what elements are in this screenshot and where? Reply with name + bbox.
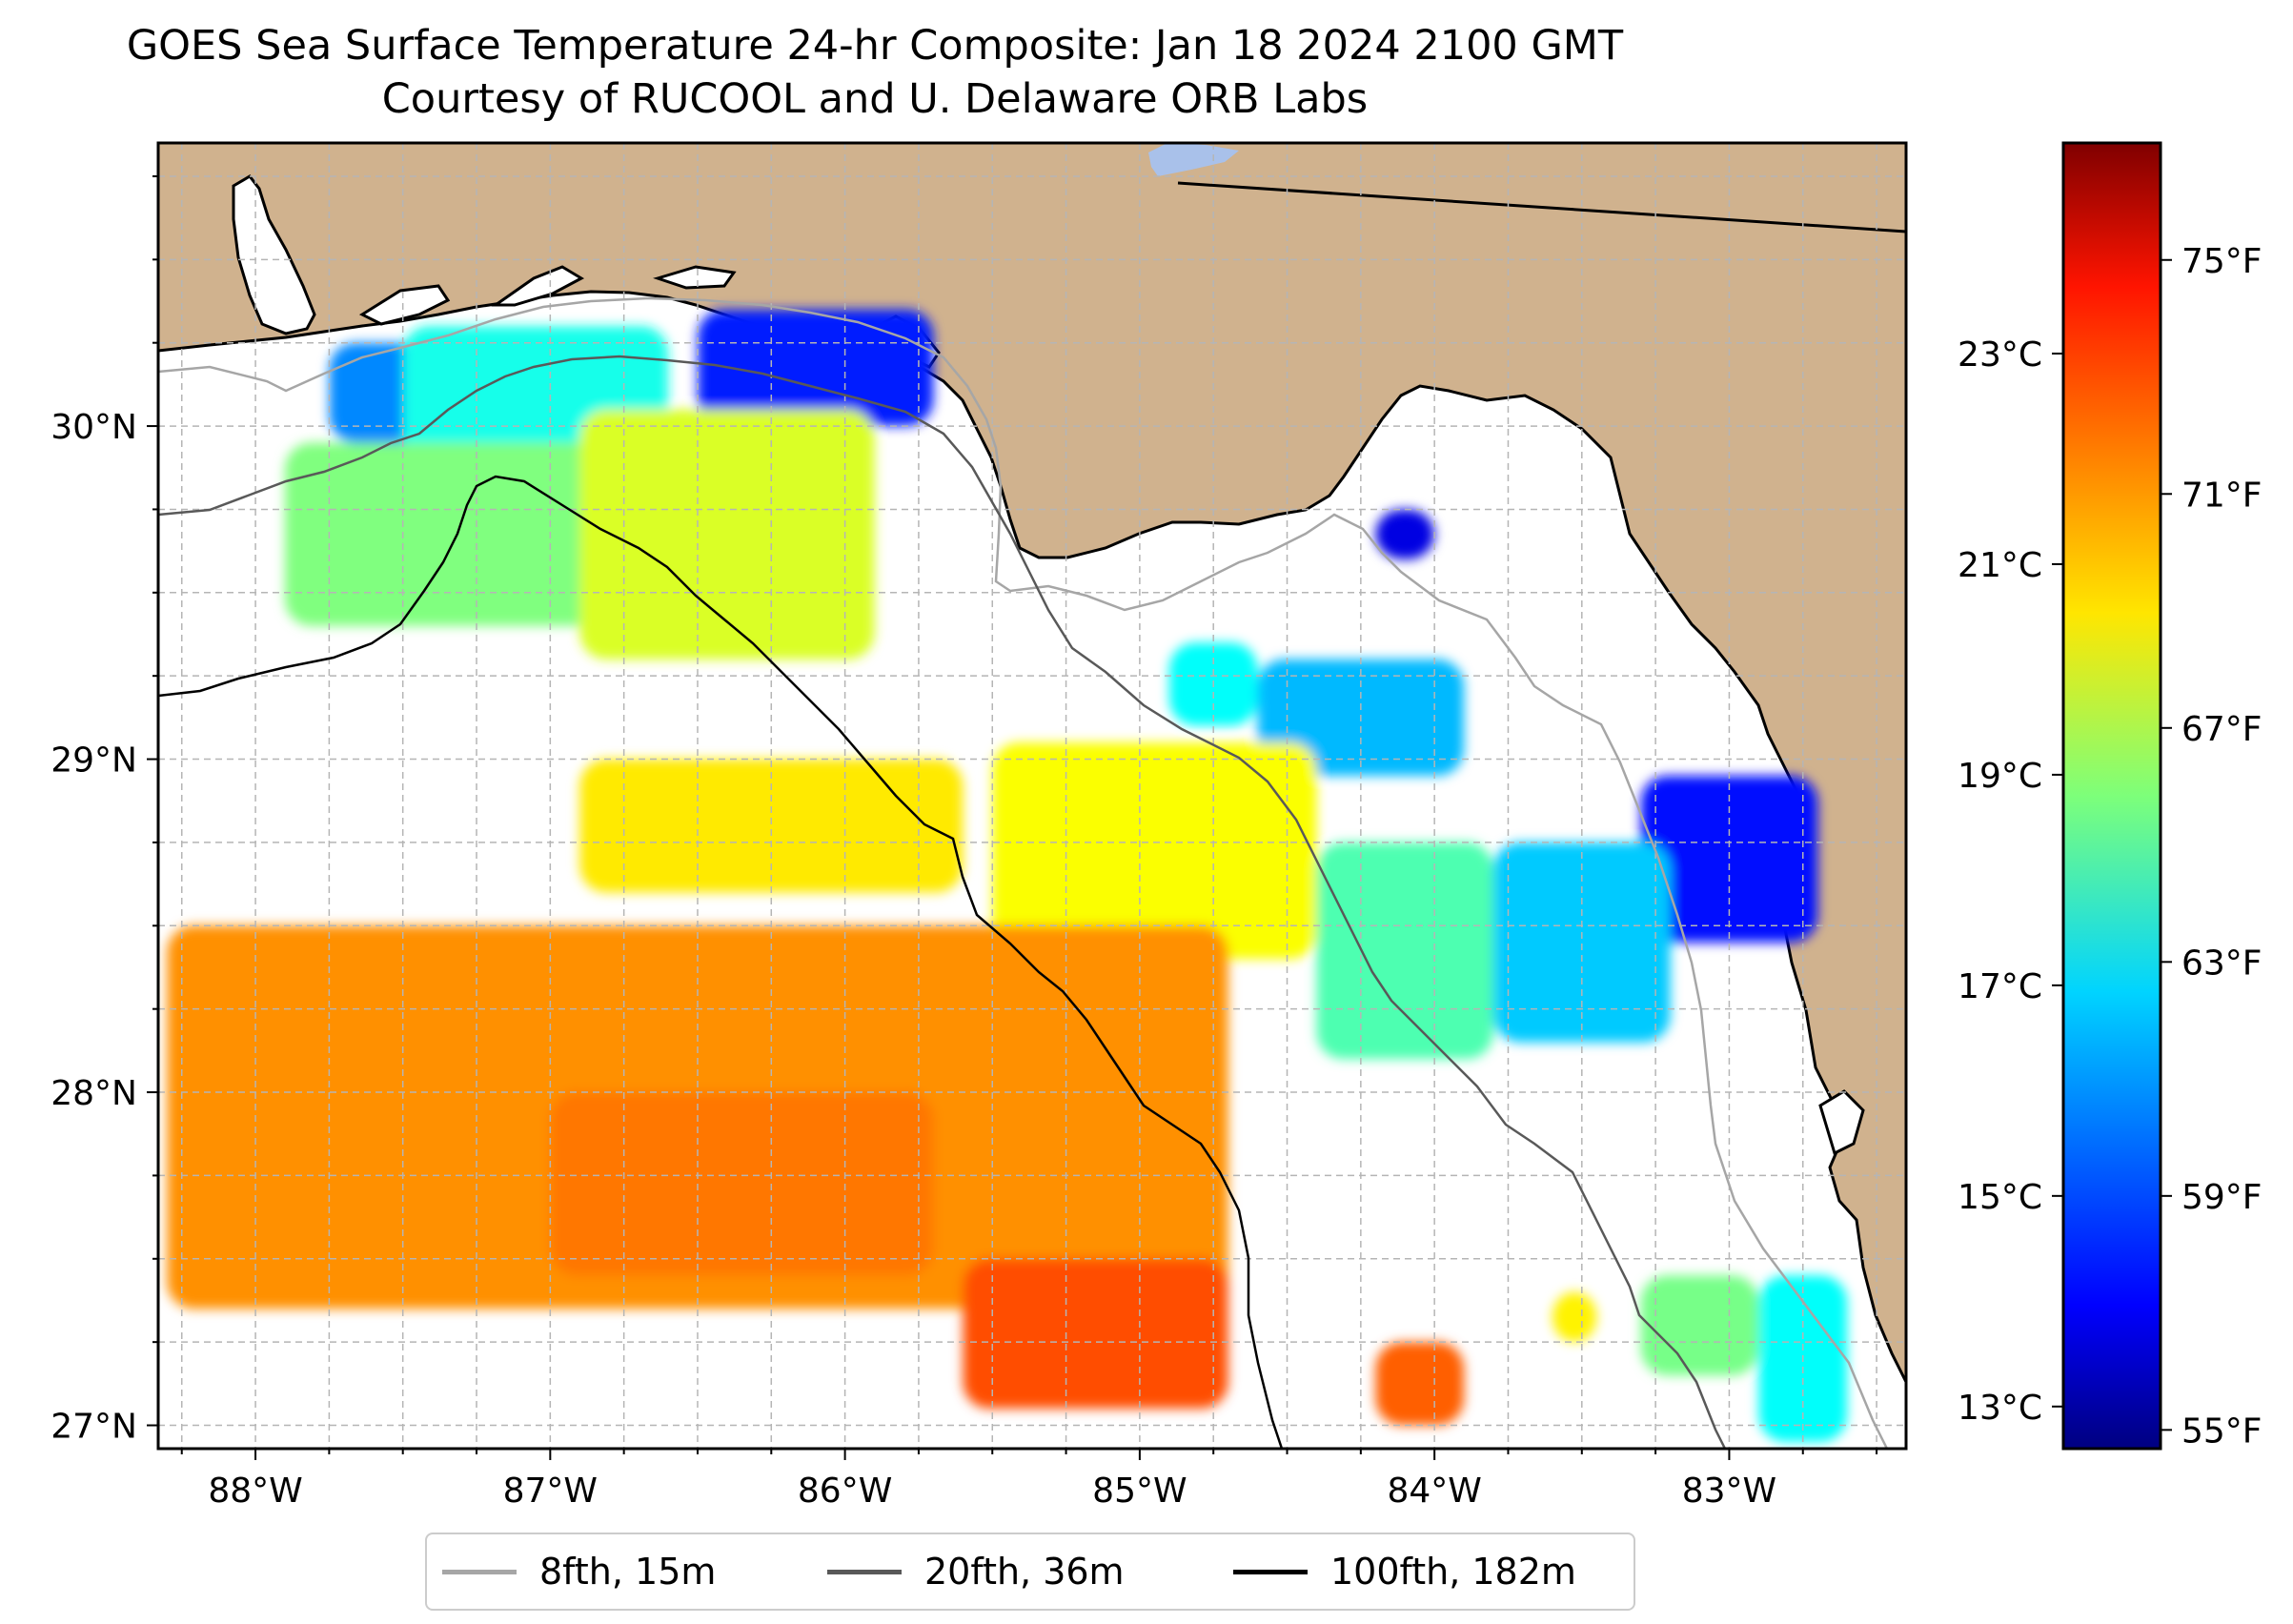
celsius-tick-label: 21°C (1958, 546, 2042, 585)
legend-item-100fth: 100fth, 182m (1233, 1534, 1576, 1609)
legend-swatch (827, 1569, 902, 1574)
grid-lines (158, 143, 1906, 1449)
sst-patch (963, 1258, 1228, 1410)
fahrenheit-tick-label: 63°F (2181, 944, 2263, 983)
longitude-axis: 88°W 87°W 86°W 85°W 84°W 83°W (180, 1449, 1878, 1511)
map-frame (156, 141, 1908, 1451)
legend-label: 100fth, 182m (1330, 1551, 1576, 1593)
map-subtitle: Courtesy of RUCOOL and U. Delaware ORB L… (381, 75, 1369, 123)
celsius-tick-label: 23°C (1958, 335, 2042, 375)
latitude-axis: 30°N 29°N 28°N 27°N (51, 174, 158, 1447)
state-border (1177, 181, 1906, 233)
lat-tick-label: 30°N (51, 408, 137, 447)
sst-patch (697, 309, 934, 427)
lon-tick-label: 88°W (208, 1472, 302, 1511)
sst-patch (1375, 509, 1435, 559)
isobaths (158, 296, 1889, 1449)
lon-tick-label: 84°W (1387, 1472, 1481, 1511)
colorbar-celsius-ticks: 23°C 21°C 19°C 17°C 15°C 13°C (1958, 335, 2063, 1428)
fahrenheit-tick-label: 75°F (2181, 242, 2263, 281)
fahrenheit-tick-label: 59°F (2181, 1178, 2263, 1217)
sst-patch (550, 1092, 934, 1276)
celsius-tick-label: 17°C (1958, 967, 2042, 1006)
fahrenheit-tick-label: 55°F (2181, 1411, 2263, 1451)
isobath-20fth (158, 355, 1727, 1449)
land (158, 143, 1906, 1383)
sst-patch (579, 759, 964, 893)
colorbar-fahrenheit-ticks: 75°F 71°F 67°F 63°F 59°F 55°F (2161, 242, 2263, 1451)
sst-patch (1316, 842, 1494, 1060)
celsius-tick-label: 15°C (1958, 1178, 2042, 1217)
celsius-tick-label: 19°C (1958, 757, 2042, 796)
sst-patch (1640, 1275, 1759, 1376)
isobath-8fth (158, 296, 1889, 1449)
legend-swatch (442, 1569, 517, 1574)
lon-tick-label: 83°W (1682, 1472, 1776, 1511)
lon-tick-label: 86°W (798, 1472, 892, 1511)
sst-patch (1640, 776, 1818, 943)
lake (1148, 143, 1239, 176)
legend-label: 8fth, 15m (539, 1551, 717, 1593)
sst-patch (1375, 1342, 1465, 1426)
legend-item-8fth: 8fth, 15m (442, 1534, 716, 1609)
colorbar-gradient (2061, 141, 2162, 1451)
lat-tick-label: 29°N (51, 741, 137, 781)
sst-patch (579, 409, 875, 660)
lon-tick-label: 87°W (503, 1472, 598, 1511)
fahrenheit-tick-label: 71°F (2181, 476, 2263, 515)
lat-tick-label: 28°N (51, 1074, 137, 1113)
fahrenheit-tick-label: 67°F (2181, 710, 2263, 749)
sst-patch (1552, 1291, 1597, 1343)
colorbar: 23°C 21°C 19°C 17°C 15°C 13°C 75°F 71°F 67°F 63°… (1958, 141, 2263, 1451)
sst-patch (992, 742, 1317, 960)
legend-swatch (1233, 1569, 1308, 1574)
map-title: GOES Sea Surface Temperature 24-hr Compo… (126, 22, 1624, 70)
contour-legend: 8fth, 15m 20fth, 36m 100fth, 182m (425, 1533, 1635, 1611)
isobath-100fth (158, 475, 1284, 1449)
lon-tick-label: 85°W (1092, 1472, 1187, 1511)
sst-patch (1493, 842, 1671, 1043)
legend-item-20fth: 20fth, 36m (827, 1534, 1125, 1609)
legend-label: 20fth, 36m (924, 1551, 1125, 1593)
celsius-tick-label: 13°C (1958, 1389, 2042, 1428)
lat-tick-label: 27°N (51, 1408, 137, 1447)
